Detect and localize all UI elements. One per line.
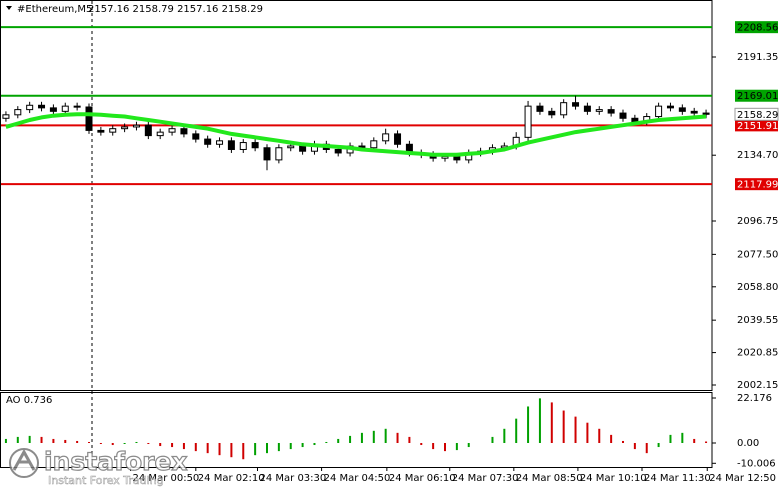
candle-body	[26, 104, 34, 111]
candle-body	[227, 140, 235, 150]
y-tick-label: 2191.35	[737, 52, 778, 63]
level-label: 2169.01	[737, 91, 778, 102]
x-tick-label: 24 Mar 12:50	[709, 473, 776, 484]
candle-body	[97, 129, 105, 133]
candle-body	[572, 102, 580, 107]
y-tick-label: 22.176	[737, 393, 772, 404]
candle-body	[524, 105, 532, 138]
candle-body	[85, 106, 93, 131]
y-tick-label: 2096.75	[737, 216, 778, 227]
candle-body	[619, 112, 627, 119]
x-tick-label: 24 Mar 03:30	[260, 473, 327, 484]
x-tick-label: 24 Mar 00:50	[133, 473, 200, 484]
current-price-box	[734, 107, 779, 121]
ao-panel-frame	[0, 392, 713, 468]
watermark-logo-mark	[12, 448, 36, 471]
watermark-tagline: Instant Forex Trading	[48, 474, 164, 487]
candle-body	[595, 109, 603, 112]
candle-body	[382, 133, 390, 142]
x-tick-label: 24 Mar 10:10	[580, 473, 647, 484]
candle-body	[168, 128, 176, 133]
level-label: 2151.91	[737, 121, 778, 132]
candle-body	[49, 107, 57, 112]
candle-body	[38, 104, 46, 109]
x-tick-label: 24 Mar 06:10	[389, 473, 456, 484]
candle-body	[334, 148, 342, 154]
candle-body	[109, 128, 117, 133]
main-panel-frame	[0, 0, 713, 391]
symbol-label: #Ethereum,M5	[17, 4, 92, 15]
candle-body	[2, 114, 10, 119]
candle-body	[144, 124, 152, 137]
y-tick-label: 2020.85	[737, 348, 778, 359]
candle-body	[287, 145, 295, 149]
current-price-label: 2158.29	[737, 110, 778, 121]
candle-body	[275, 147, 283, 161]
candle-body	[263, 147, 271, 161]
candle-body	[216, 140, 224, 145]
x-tick-label: 24 Mar 08:50	[516, 473, 583, 484]
candle-body	[204, 138, 212, 145]
candle-body	[121, 126, 129, 130]
level-label-box	[735, 89, 778, 102]
plot-layer: 2191.35 2134.70 2096.75 2077.50 2058.80 2039.…	[1, 21, 779, 484]
candle-body	[251, 142, 259, 149]
y-tick-label: 2134.70	[737, 150, 778, 161]
candle-body	[132, 124, 140, 128]
candle-body	[678, 107, 686, 112]
candle-body	[536, 105, 544, 112]
candle-body	[560, 102, 568, 116]
y-tick-label: 2039.55	[737, 315, 778, 326]
candle-body	[61, 105, 69, 112]
y-tick-label: 0.00	[737, 438, 759, 449]
candle-body	[666, 105, 674, 109]
y-tick-label: -10.006	[737, 458, 776, 469]
ao-label: AO 0.736	[6, 395, 52, 406]
candle-body	[453, 155, 461, 161]
candle-body	[73, 105, 81, 108]
y-tick-label: 2002.15	[737, 380, 778, 391]
candle-body	[394, 133, 402, 145]
candle-body	[14, 109, 22, 116]
x-tick-label: 24 Mar 02:10	[198, 473, 265, 484]
candle-body	[180, 128, 188, 135]
candle-body	[239, 142, 247, 150]
candle-body	[690, 110, 698, 114]
x-tick-label: 24 Mar 11:30	[644, 473, 711, 484]
candle-body	[156, 131, 164, 137]
x-tick-label: 24 Mar 04:50	[324, 473, 391, 484]
y-tick-label: 2077.50	[737, 249, 778, 260]
ohlc-label: 2157.16 2158.79 2157.16 2158.29	[88, 4, 263, 15]
level-label: 2208.56	[737, 23, 778, 34]
candle-body	[655, 105, 663, 118]
candle-body	[583, 105, 591, 112]
level-label-box	[735, 178, 778, 191]
y-tick-label: 2058.80	[737, 282, 778, 293]
level-label: 2117.99	[737, 180, 778, 191]
moving-average	[5, 112, 707, 157]
candle-body	[607, 109, 615, 114]
watermark: instaforex Instant Forex Trading	[9, 446, 188, 487]
x-tick-label: 24 Mar 07:30	[452, 473, 519, 484]
candle-body	[548, 110, 556, 116]
candle-body	[192, 133, 200, 140]
level-label-box	[735, 119, 778, 132]
candle-body	[370, 140, 378, 149]
candle-body	[299, 145, 307, 152]
candle-body	[702, 112, 710, 115]
level-label-box	[735, 21, 778, 34]
watermark-brand: instaforex	[44, 447, 188, 476]
header-arrow	[6, 6, 12, 10]
